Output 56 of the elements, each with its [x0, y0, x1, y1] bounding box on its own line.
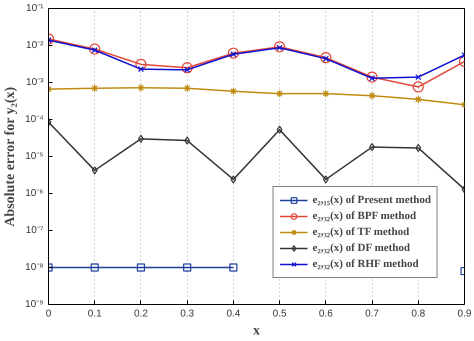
- point: [368, 92, 376, 100]
- legend-label: e₂,₁₅(x) of Present method: [312, 193, 431, 207]
- point: [136, 84, 146, 92]
- x-tick-label: 0.3: [180, 308, 195, 320]
- point: [230, 175, 236, 184]
- x-axis-title: x: [253, 324, 260, 338]
- y-tick-label: 10⁻⁴: [25, 114, 44, 125]
- point: [183, 263, 192, 272]
- point: [90, 263, 99, 272]
- x-tick-label: 0: [46, 308, 52, 320]
- x-tick-label: 0.1: [88, 308, 102, 320]
- point: [366, 72, 378, 83]
- legend-label: e₂,₃₂(x) of RHF method: [312, 257, 419, 271]
- point: [274, 41, 286, 52]
- point: [322, 175, 329, 184]
- y-tick-label: 10⁻⁷: [26, 225, 44, 236]
- point: [184, 136, 190, 145]
- x-tick-label: 0.6: [318, 308, 334, 320]
- line-series: [48, 37, 464, 82]
- x-tick-label: 0.9: [458, 308, 472, 320]
- point: [182, 62, 193, 74]
- point: [229, 87, 238, 96]
- y-tick-label: 10⁻³: [26, 77, 44, 88]
- point: [412, 81, 424, 92]
- point: [276, 90, 284, 98]
- y-tick-label: 10⁻⁵: [25, 151, 44, 162]
- y-tick-label: 10⁻⁶: [25, 188, 44, 199]
- point: [415, 144, 422, 152]
- x-tick-label: 0.4: [226, 308, 241, 320]
- y-tick-label: 10⁻²: [26, 40, 44, 51]
- point: [135, 58, 147, 70]
- point: [183, 84, 192, 92]
- x-tick-label: 0.8: [411, 308, 426, 320]
- point: [415, 74, 422, 80]
- point: [414, 95, 422, 104]
- point: [90, 84, 99, 92]
- point: [228, 48, 239, 59]
- point: [136, 263, 146, 272]
- legend-label: e₂,₃₂(x) of TF method: [312, 225, 410, 239]
- y-tick-label: 10⁻⁸: [25, 262, 44, 273]
- point: [92, 166, 98, 175]
- legend-label: e₂,₃₂(x) of BPF method: [312, 209, 416, 223]
- point: [320, 52, 332, 64]
- point: [138, 134, 144, 143]
- legend-label: e₂,₃₂(x) of DF method: [312, 241, 410, 255]
- x-tick-label: 0.5: [272, 308, 287, 320]
- x-tick-label: 0.7: [365, 308, 380, 320]
- point: [276, 126, 283, 134]
- point: [89, 43, 100, 55]
- y-tick-label: 10⁻⁹: [25, 299, 44, 310]
- point: [138, 66, 144, 72]
- point: [322, 90, 330, 98]
- x-tick-label: 0.2: [134, 308, 148, 320]
- y-axis-title: Absolute error for y₂(x): [3, 86, 18, 227]
- y-tick-label: 10⁻¹: [26, 3, 44, 14]
- point: [229, 263, 238, 272]
